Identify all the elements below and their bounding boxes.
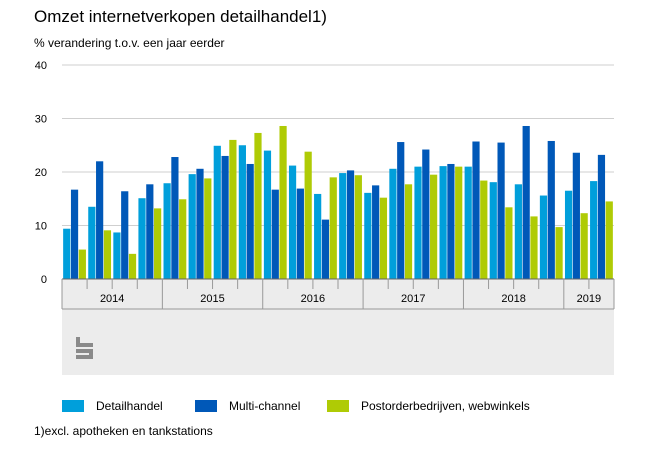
x-axis-band — [62, 279, 614, 375]
bar-multi-channel — [547, 140, 555, 279]
bar-detailhandel — [464, 166, 472, 279]
bar-multi-channel — [497, 142, 505, 279]
footnote: 1)excl. apotheken en tankstations — [34, 424, 213, 438]
bar-multi-channel — [96, 161, 104, 279]
bar-postorder — [605, 201, 613, 279]
bar-postorder — [580, 213, 588, 279]
bar-detailhandel — [163, 183, 171, 279]
bar-postorder — [204, 178, 212, 279]
bar-postorder — [404, 184, 413, 279]
bar-multi-channel — [447, 163, 455, 279]
x-year-label: 2016 — [301, 293, 325, 305]
bar-postorder — [329, 177, 337, 279]
bar-postorder — [254, 132, 262, 279]
bar-detailhandel — [213, 145, 221, 279]
bar-multi-channel — [597, 154, 606, 279]
bar-detailhandel — [489, 182, 497, 279]
bar-multi-channel — [171, 157, 179, 279]
bar-detailhandel — [414, 166, 422, 279]
bar-postorder — [78, 249, 86, 279]
bar-detailhandel — [539, 195, 548, 279]
bar-multi-channel — [70, 189, 79, 279]
bar-postorder — [455, 166, 463, 279]
y-tick-label: 10 — [35, 221, 47, 233]
legend-label: Detailhandel — [96, 399, 163, 413]
chart-subtitle: % verandering t.o.v. een jaar eerder — [34, 36, 225, 50]
y-tick-label: 30 — [35, 114, 47, 126]
bar-postorder — [480, 180, 488, 279]
bar-multi-channel — [296, 188, 304, 279]
bar-detailhandel — [339, 173, 347, 279]
bar-detailhandel — [514, 184, 522, 279]
bar-multi-channel — [522, 125, 530, 280]
bar-postorder — [103, 230, 112, 279]
y-tick-label: 40 — [35, 60, 47, 72]
bar-detailhandel — [590, 181, 598, 279]
bar-detailhandel — [389, 168, 397, 279]
bar-postorder — [555, 227, 563, 279]
bar-postorder — [154, 208, 162, 279]
legend-item-postorder: Postorderbedrijven, webwinkels — [327, 399, 530, 413]
x-year-label: 2019 — [577, 293, 601, 305]
bar-postorder — [229, 139, 237, 279]
chart-title: Omzet internetverkopen detailhandel1) — [34, 7, 327, 26]
bar-postorder — [304, 151, 312, 279]
bar-multi-channel — [121, 191, 129, 279]
bar-multi-channel — [146, 184, 154, 279]
y-tick-label: 0 — [41, 274, 47, 286]
cbs-logo-icon — [76, 337, 93, 359]
legend-label: Postorderbedrijven, webwinkels — [361, 399, 530, 413]
bar-multi-channel — [221, 155, 229, 279]
bar-detailhandel — [564, 190, 573, 279]
bar-detailhandel — [88, 206, 96, 279]
bar-detailhandel — [314, 193, 322, 279]
bar-multi-channel — [196, 168, 204, 279]
bar-postorder — [128, 253, 137, 279]
legend-swatch — [62, 400, 84, 412]
legend-swatch — [195, 400, 217, 412]
bar-multi-channel — [271, 189, 279, 279]
bar-postorder — [530, 216, 538, 279]
bar-postorder — [279, 125, 287, 280]
bar-detailhandel — [188, 174, 196, 279]
x-year-label: 2017 — [401, 293, 425, 305]
x-year-label: 2014 — [100, 293, 124, 305]
bar-multi-channel — [472, 141, 480, 279]
legend-item-multi-channel: Multi-channel — [195, 399, 300, 413]
legend-swatch — [327, 400, 349, 412]
bar-detailhandel — [288, 165, 297, 279]
bar-chart: 0 10 20 30 40 2014 2015 2016 2017 2018 2019 — [35, 60, 615, 375]
legend-label: Multi-channel — [229, 399, 301, 413]
bar-multi-channel — [346, 170, 355, 279]
bar-multi-channel — [372, 185, 380, 279]
bar-detailhandel — [364, 192, 372, 279]
legend-item-detailhandel: Detailhandel — [62, 399, 163, 413]
bar-postorder — [379, 197, 388, 279]
y-tick-label: 20 — [35, 167, 47, 179]
bar-multi-channel — [572, 152, 580, 279]
x-year-label: 2015 — [200, 293, 224, 305]
bar-detailhandel — [113, 232, 121, 279]
bar-multi-channel — [246, 163, 254, 279]
bar-postorder — [354, 175, 362, 279]
bar-postorder — [179, 199, 187, 279]
x-year-label: 2018 — [501, 293, 525, 305]
bar-detailhandel — [439, 166, 447, 279]
bar-detailhandel — [63, 228, 71, 279]
bar-multi-channel — [397, 142, 405, 279]
bar-multi-channel — [321, 219, 330, 279]
bar-postorder — [505, 207, 513, 279]
bar-detailhandel — [263, 150, 272, 279]
bar-multi-channel — [422, 149, 430, 279]
bar-detailhandel — [138, 198, 146, 279]
bar-detailhandel — [238, 145, 246, 279]
bar-postorder — [430, 174, 438, 279]
